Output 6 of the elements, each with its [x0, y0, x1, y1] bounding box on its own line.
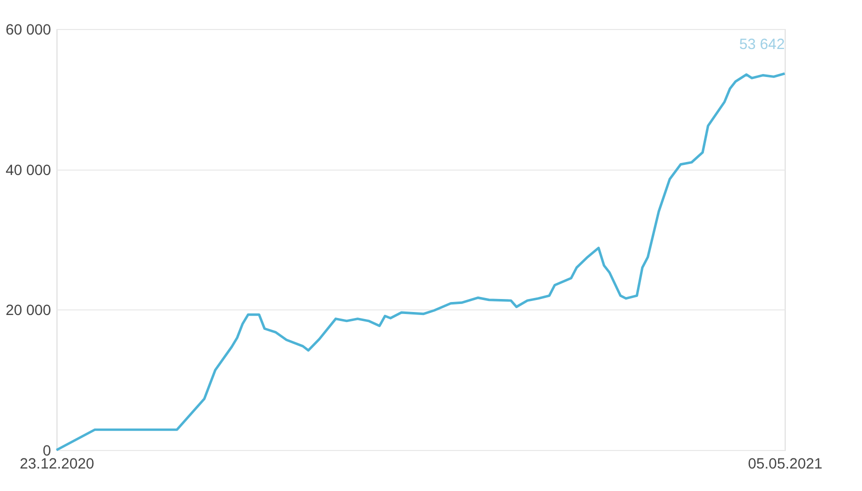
y-tick-label: 20 000	[6, 303, 52, 320]
line-series	[55, 72, 786, 452]
annotation: 53 642	[739, 36, 785, 53]
y-tick-label: 60 000	[6, 22, 52, 38]
y-tick-label: 40 000	[6, 162, 52, 179]
x-tick-label: 05.05.2021	[748, 456, 822, 472]
